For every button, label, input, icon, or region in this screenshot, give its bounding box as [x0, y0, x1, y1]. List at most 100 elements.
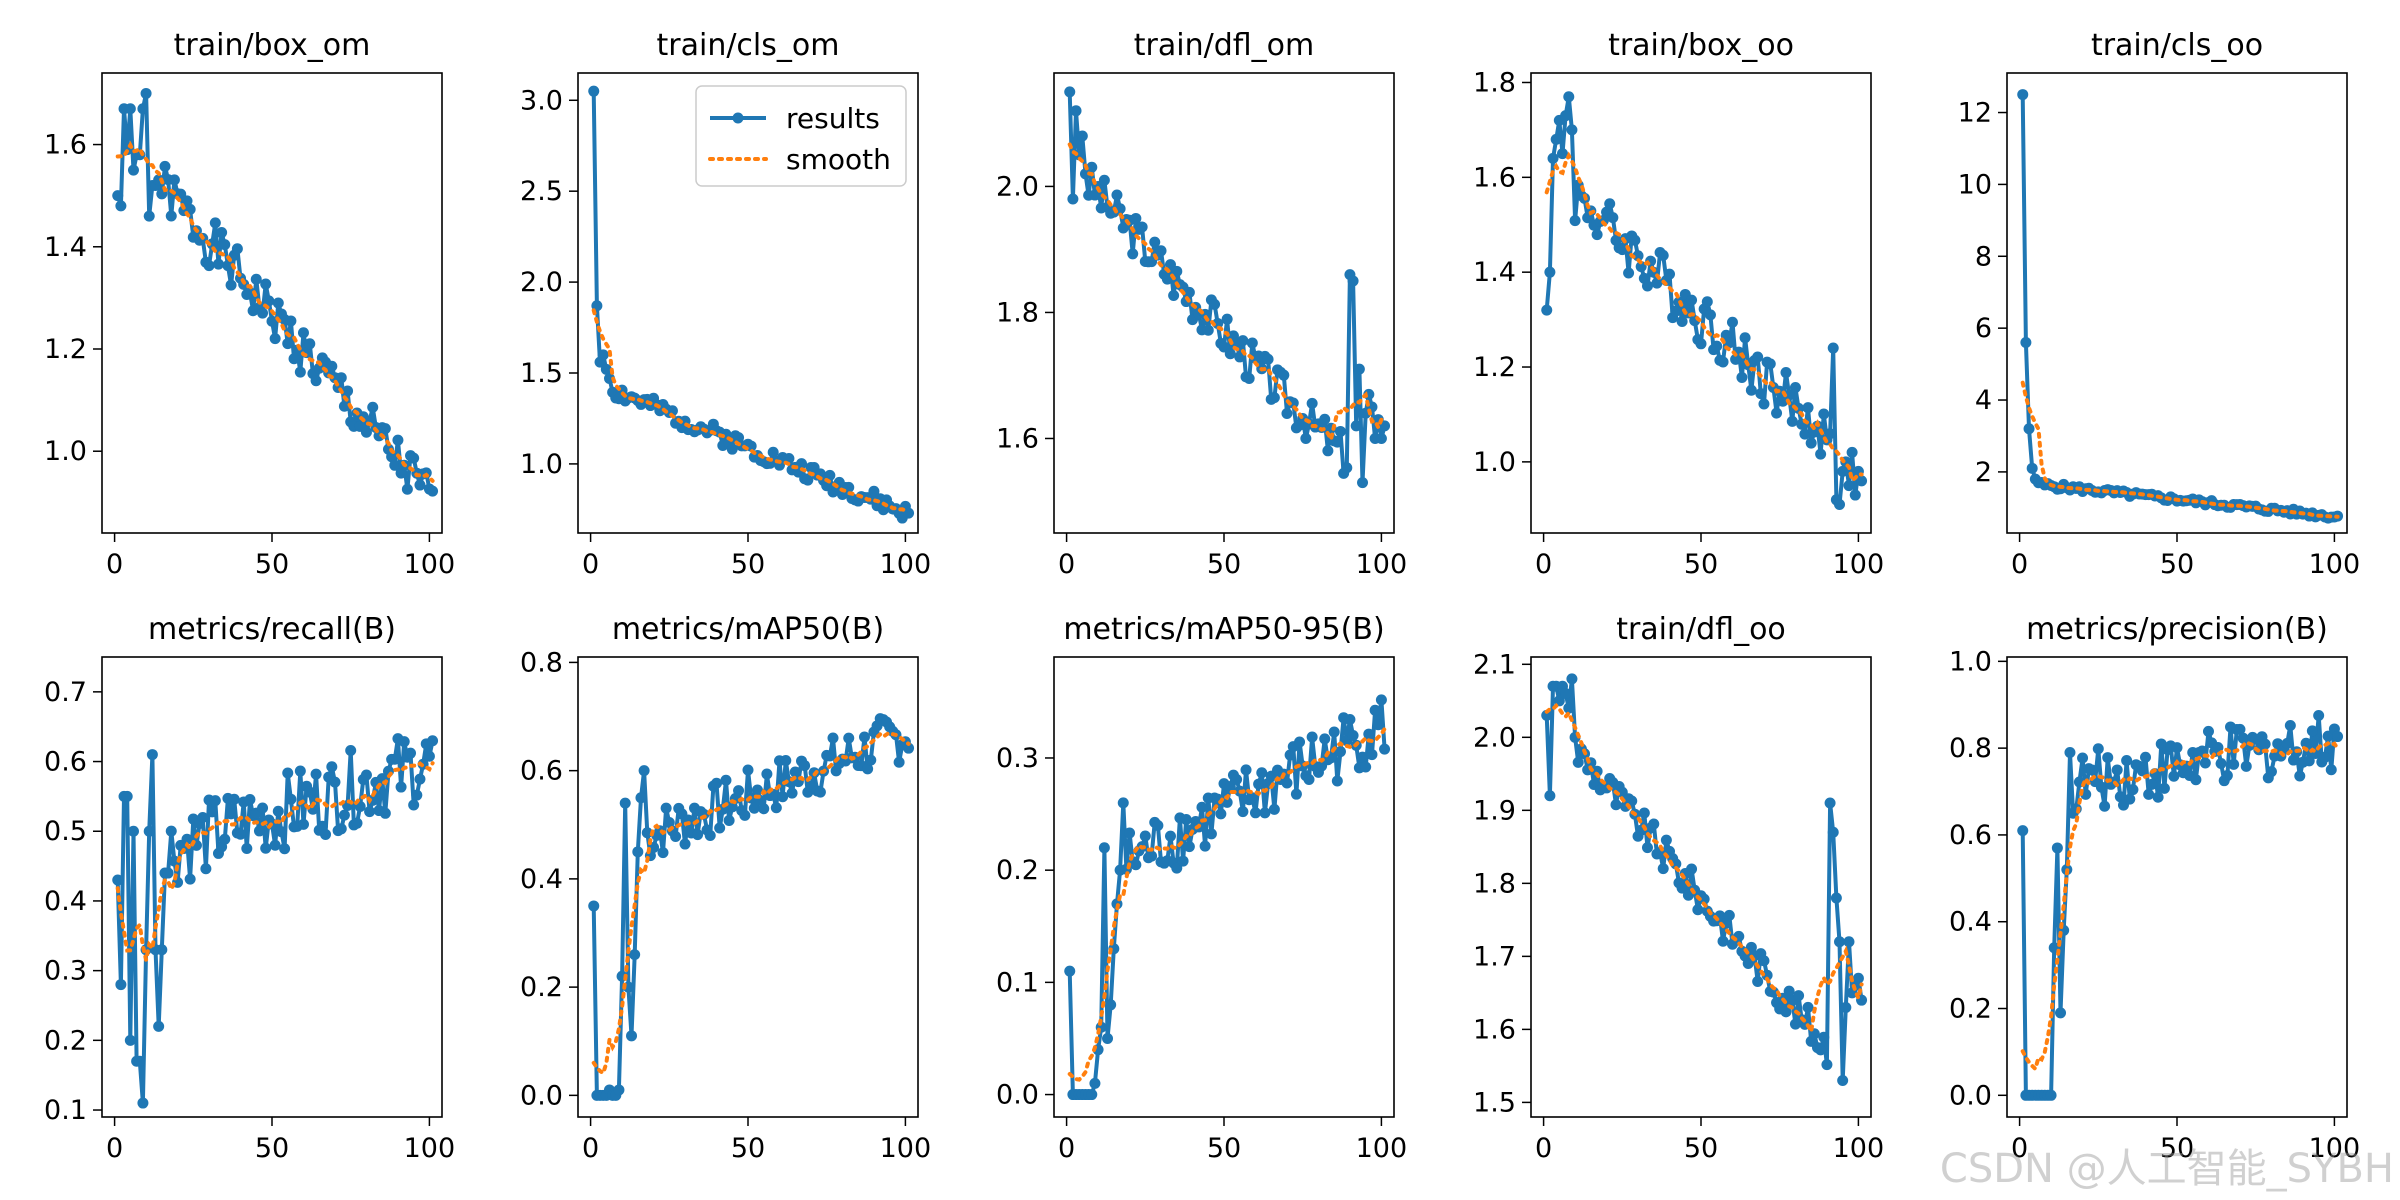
y-tick-label: 0.6: [520, 756, 563, 787]
results-line: [2020, 94, 2339, 521]
results-point: [1837, 465, 1849, 477]
results-point: [2190, 774, 2202, 786]
results-point: [2026, 462, 2038, 474]
x-tick-label: 0: [1058, 1133, 1075, 1164]
results-point: [1736, 372, 1748, 384]
results-point: [408, 799, 420, 811]
y-tick-label: 0.2: [996, 855, 1039, 886]
results-point: [2313, 709, 2325, 721]
x-tick-label: 50: [255, 1133, 289, 1164]
results-point: [1830, 892, 1842, 904]
results-point: [1591, 765, 1603, 777]
results-point: [796, 458, 808, 470]
results-point: [392, 434, 404, 446]
results-point: [1556, 148, 1568, 160]
results-point: [279, 843, 291, 855]
results-point: [1086, 161, 1098, 173]
y-tick-label: 2.0: [520, 267, 563, 298]
results-point: [401, 483, 413, 495]
y-tick-label: 1.8: [1473, 67, 1516, 98]
results-point: [1799, 428, 1811, 440]
results-point: [1837, 1074, 1849, 1086]
results-point: [1670, 858, 1682, 870]
results-point: [1089, 189, 1101, 201]
results-point: [1726, 316, 1738, 328]
results-point: [1246, 792, 1258, 804]
plot-frame: [577, 72, 919, 534]
results-point: [843, 732, 855, 744]
results-point: [2332, 731, 2344, 743]
results-point: [1818, 408, 1830, 420]
results-point: [1357, 751, 1369, 763]
results-point: [1139, 830, 1151, 842]
subplot-2: train/cls_om 0 50 100 1.0 1.5 2.0 2.5 3.0 results…: [520, 28, 931, 580]
plot-frame: [1530, 656, 1872, 1118]
results-point: [1281, 777, 1293, 789]
results-point: [1334, 425, 1346, 437]
results-point: [1686, 863, 1698, 875]
results-point: [1758, 398, 1770, 410]
results-point: [2017, 825, 2029, 837]
results-point: [225, 808, 237, 820]
results-point: [165, 210, 177, 222]
results-point: [1334, 746, 1346, 758]
results-point: [814, 786, 826, 798]
y-tick-label: 10: [1958, 169, 1992, 200]
results-point: [146, 749, 158, 761]
x-tick-label: 50: [1207, 1133, 1241, 1164]
results-point: [1240, 764, 1252, 776]
results-point: [1331, 775, 1343, 787]
y-tick-label: 1.7: [1473, 941, 1516, 972]
results-point: [1183, 286, 1195, 298]
plot-frame: [1053, 656, 1395, 1118]
results-point: [127, 164, 139, 176]
results-point: [2099, 800, 2111, 812]
results-point: [720, 774, 732, 786]
smooth-line: [115, 140, 435, 483]
results-point: [2300, 737, 2312, 749]
results-point: [121, 790, 133, 802]
results-point: [780, 755, 792, 767]
x-tick-label: 0: [106, 1133, 123, 1164]
results-point: [1331, 436, 1343, 448]
y-tick-label: 0.2: [44, 1025, 87, 1056]
results-point: [124, 1034, 136, 1046]
x-tick-label: 50: [731, 1133, 765, 1164]
results-point: [1130, 859, 1142, 871]
plot-frame: [101, 656, 443, 1118]
results-point: [181, 195, 193, 207]
y-tick-label: 1.2: [44, 334, 87, 365]
results-point: [2127, 784, 2139, 796]
results-point: [212, 258, 224, 270]
results-point: [629, 949, 641, 961]
x-tick-label: 50: [1207, 549, 1241, 580]
results-point: [1789, 381, 1801, 393]
results-point: [1196, 801, 1208, 813]
y-tick-label: 0.2: [1949, 994, 1992, 1025]
x-tick-label: 0: [2011, 1133, 2028, 1164]
results-point: [1130, 212, 1142, 224]
subplot-1: train/box_om 0 50 100 1.0 1.2 1.4 1.6: [44, 28, 455, 580]
results-point: [663, 817, 675, 829]
results-point: [893, 756, 905, 768]
smooth-line: [1544, 702, 1864, 1038]
results-point: [903, 507, 915, 519]
results-point: [1102, 1032, 1114, 1044]
results-point: [1786, 415, 1798, 427]
x-tick-label: 100: [1833, 549, 1885, 580]
results-point: [2092, 743, 2104, 755]
results-point: [1635, 261, 1647, 273]
y-tick-label: 1.4: [1473, 257, 1516, 288]
y-tick-label: 0.2: [520, 972, 563, 1003]
results-point: [1256, 767, 1268, 779]
results-point: [285, 793, 297, 805]
results-point: [1322, 445, 1334, 457]
results-point: [203, 260, 215, 272]
results-point: [1563, 91, 1575, 103]
y-tick-label: 1.0: [1949, 646, 1992, 677]
results-point: [777, 791, 789, 803]
results-point: [635, 792, 647, 804]
results-point: [2055, 1007, 2067, 1019]
results-point: [1698, 893, 1710, 905]
results-point: [1259, 807, 1271, 819]
